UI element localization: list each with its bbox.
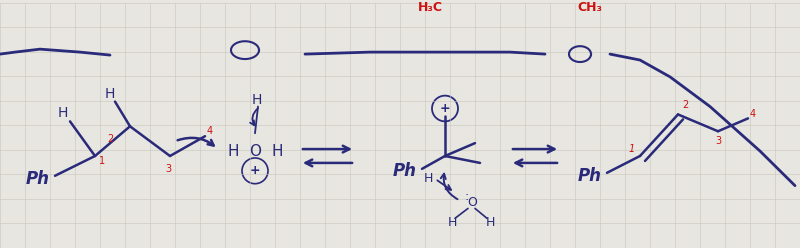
Text: O: O [249, 144, 261, 158]
Text: 4: 4 [750, 109, 756, 120]
Text: 1: 1 [629, 144, 635, 154]
Text: CH₃: CH₃ [578, 1, 602, 14]
Text: H: H [486, 216, 494, 229]
Text: H: H [252, 93, 262, 107]
Text: H: H [227, 144, 238, 158]
Text: +: + [440, 102, 450, 115]
Text: +: + [250, 164, 260, 177]
Text: 4: 4 [207, 126, 213, 136]
Text: 2: 2 [107, 134, 113, 144]
Text: 2: 2 [682, 99, 688, 110]
Text: H₃C: H₃C [418, 1, 442, 14]
Text: Ph: Ph [26, 170, 50, 188]
Text: 3: 3 [715, 136, 721, 146]
Text: Ph: Ph [393, 162, 417, 180]
Text: H: H [271, 144, 282, 158]
Text: H: H [447, 216, 457, 229]
Text: Ph: Ph [578, 167, 602, 185]
Text: H: H [105, 87, 115, 101]
Text: O: O [467, 196, 477, 209]
Text: 3: 3 [165, 164, 171, 174]
Text: H: H [58, 106, 68, 121]
Text: :: : [465, 190, 469, 203]
Text: 1: 1 [99, 156, 105, 166]
Text: H: H [423, 172, 433, 185]
